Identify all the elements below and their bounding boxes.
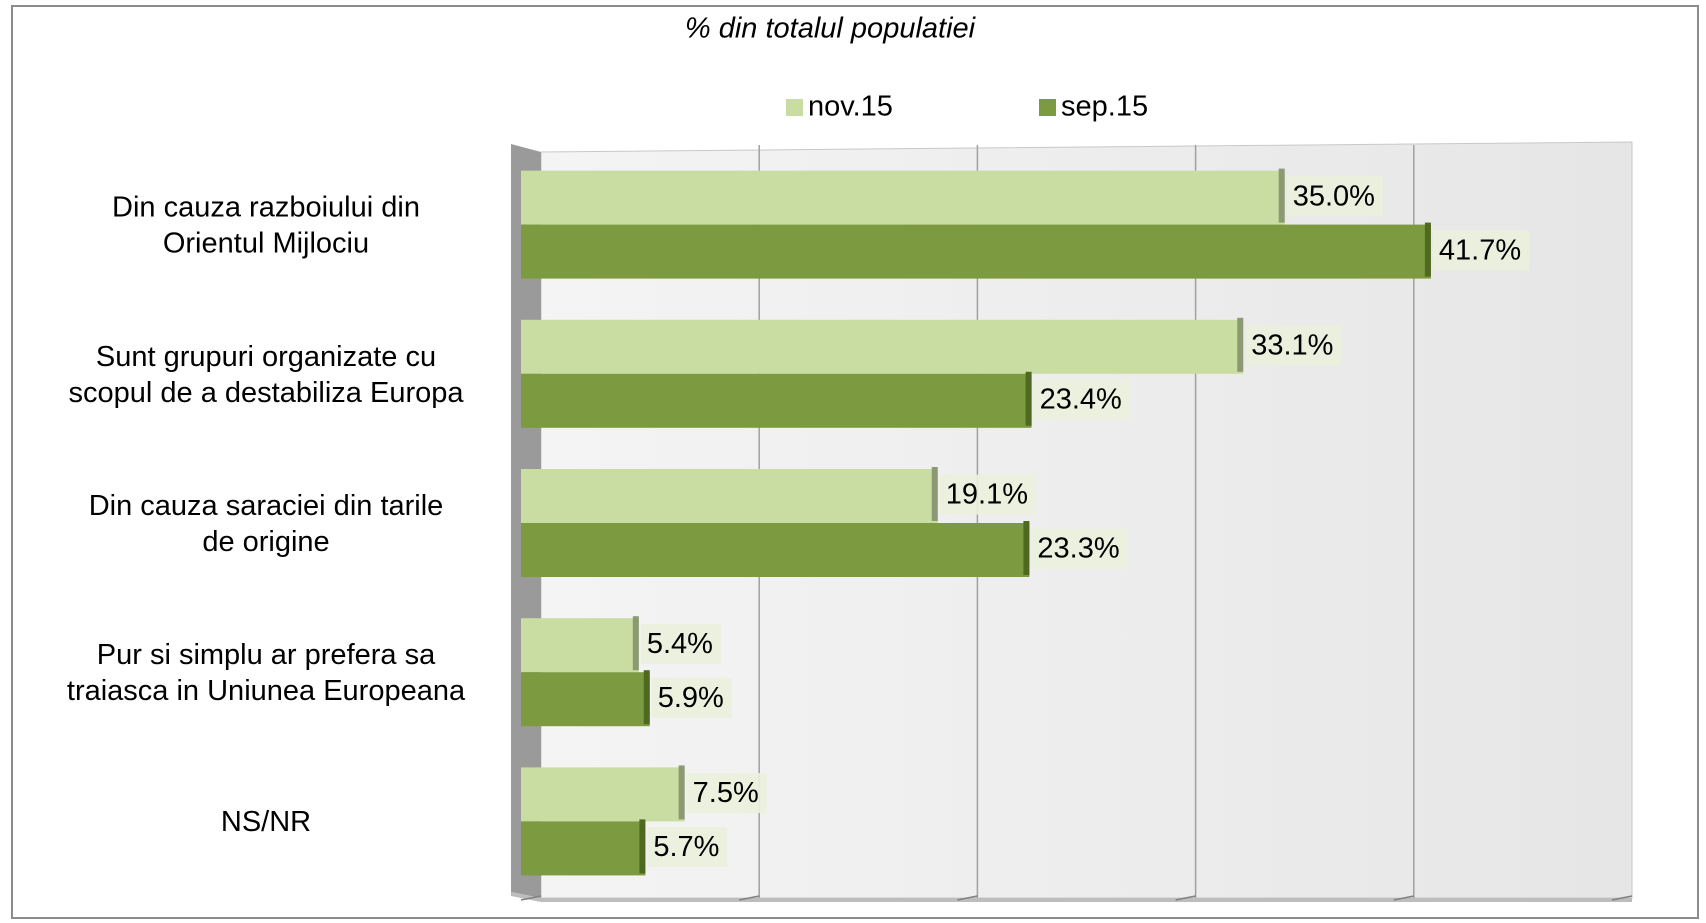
floor — [511, 892, 1632, 902]
bar-end — [1025, 371, 1032, 426]
y-tick-label: Din cauza saraciei din tarile de origine — [89, 490, 444, 558]
bar-end — [1237, 317, 1244, 372]
bar — [521, 373, 1032, 428]
data-label-bg — [651, 677, 732, 718]
data-label-bg — [1033, 379, 1130, 420]
y-tick-label: Din cauza razboiului din Orientul Mijloci… — [112, 191, 420, 259]
data-label-bg — [1286, 176, 1383, 217]
data-label-bg — [640, 623, 721, 664]
tick-mark — [1175, 895, 1196, 901]
data-label: 5.4% — [647, 628, 713, 660]
legend-swatch — [786, 99, 803, 116]
bar — [521, 523, 1030, 577]
tick-mark — [739, 895, 760, 901]
tick-mark — [1611, 895, 1633, 901]
bar-end — [1278, 168, 1285, 223]
data-label: 23.4% — [1040, 383, 1122, 415]
data-label: 33.1% — [1251, 329, 1333, 361]
data-label-bg — [1432, 230, 1530, 271]
data-label-bg — [1031, 528, 1128, 569]
tick-mark — [957, 895, 978, 901]
chart-title: % din totalul populatiei — [685, 13, 977, 45]
bar — [521, 170, 1285, 225]
bar — [521, 618, 639, 673]
legend-label: nov.15 — [808, 91, 893, 123]
data-label: 41.7% — [1439, 234, 1521, 266]
data-label: 7.5% — [693, 777, 759, 809]
bar-end — [931, 467, 938, 521]
bar-end — [1424, 222, 1431, 277]
legend-label: sep.15 — [1061, 91, 1148, 123]
bar-end — [1023, 521, 1030, 575]
bar — [521, 767, 685, 822]
bar — [521, 319, 1244, 374]
tick-mark — [520, 895, 542, 901]
bar-end — [678, 765, 685, 820]
y-tick-label: Sunt grupuri organizate cu scopul de a de… — [69, 340, 465, 408]
bar-end — [639, 819, 646, 874]
bar — [521, 821, 646, 876]
bar — [521, 224, 1431, 279]
y-tick-label: NS/NR — [221, 806, 311, 838]
bar — [521, 469, 938, 523]
data-label-bg — [647, 827, 728, 868]
tick-mark — [1393, 895, 1414, 901]
y-tick-label: Pur si simplu ar prefera sa traiasca in U… — [67, 639, 466, 707]
data-label: 19.1% — [946, 479, 1028, 511]
bar — [521, 672, 650, 727]
legend-swatch — [1039, 99, 1056, 116]
data-label: 5.9% — [658, 682, 724, 714]
bar-end — [632, 616, 639, 671]
data-label: 23.3% — [1037, 533, 1119, 565]
data-label-bg — [1245, 325, 1342, 366]
data-label-bg — [686, 773, 767, 814]
bar-end — [643, 670, 650, 725]
data-label: 35.0% — [1293, 180, 1375, 212]
data-label: 5.7% — [653, 831, 719, 863]
data-label-bg — [939, 474, 1036, 515]
